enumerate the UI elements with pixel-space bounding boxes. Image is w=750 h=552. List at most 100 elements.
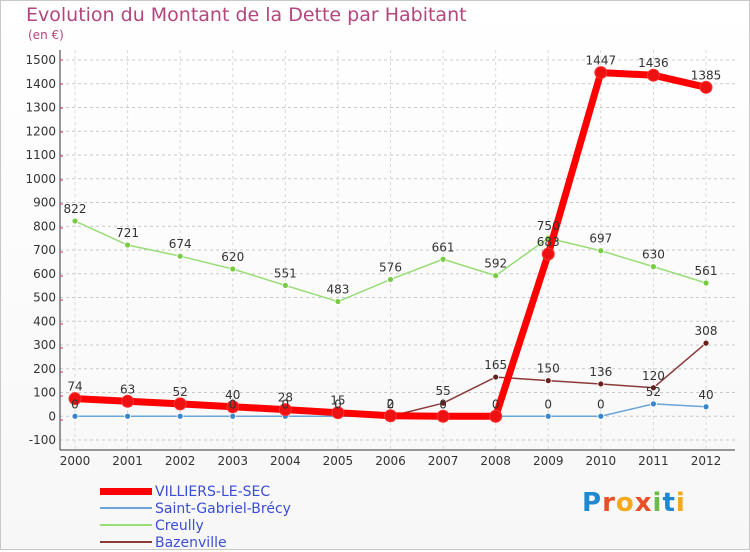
proxiti-logo: Proxiti bbox=[582, 488, 686, 518]
data-label: 0 bbox=[597, 397, 605, 411]
data-point bbox=[650, 384, 657, 392]
logo-letter: i bbox=[675, 488, 686, 518]
legend-swatch bbox=[100, 541, 152, 543]
data-label: 63 bbox=[120, 382, 135, 396]
y-tick-label: 1200 bbox=[25, 124, 56, 138]
data-point bbox=[278, 403, 292, 417]
data-point bbox=[544, 377, 552, 385]
y-tick-label: 1000 bbox=[25, 172, 56, 186]
legend-label: Bazenville bbox=[155, 535, 227, 551]
x-tick-label: 2011 bbox=[638, 454, 669, 468]
data-point bbox=[597, 247, 605, 255]
data-point bbox=[489, 409, 503, 423]
data-point bbox=[226, 400, 240, 414]
y-tick-label: 0 bbox=[48, 409, 56, 423]
logo-letter: r bbox=[602, 488, 616, 518]
data-label: 0 bbox=[334, 397, 342, 411]
data-label: 40 bbox=[225, 388, 240, 402]
y-tick-label: -100 bbox=[29, 433, 56, 447]
data-point bbox=[594, 66, 608, 80]
data-point bbox=[173, 397, 187, 411]
x-tick-label: 2002 bbox=[165, 454, 196, 468]
data-label: 165 bbox=[484, 358, 507, 372]
data-point bbox=[597, 412, 605, 420]
chart-subtitle: (en €) bbox=[28, 28, 64, 42]
data-label: 150 bbox=[537, 362, 560, 376]
data-label: 136 bbox=[589, 365, 612, 379]
x-tick-label: 2005 bbox=[323, 454, 354, 468]
data-point bbox=[68, 392, 82, 406]
data-label: 750 bbox=[537, 219, 560, 233]
data-label: 630 bbox=[642, 248, 665, 262]
x-tick-label: 2012 bbox=[691, 454, 722, 468]
data-label: 52 bbox=[646, 385, 661, 399]
y-tick-label: 800 bbox=[33, 219, 56, 233]
y-tick-label: 900 bbox=[33, 196, 56, 210]
data-label: 52 bbox=[173, 385, 188, 399]
data-label: 0 bbox=[492, 397, 500, 411]
x-tick-label: 2004 bbox=[270, 454, 301, 468]
y-tick-label: 1100 bbox=[25, 148, 56, 162]
y-tick-label: 300 bbox=[33, 338, 56, 352]
data-label: 1385 bbox=[691, 68, 722, 82]
data-point bbox=[436, 409, 450, 423]
data-label: 74 bbox=[67, 380, 82, 394]
data-label: 0 bbox=[544, 397, 552, 411]
data-label: 55 bbox=[435, 384, 450, 398]
data-label: 15 bbox=[330, 394, 345, 408]
data-point bbox=[71, 412, 79, 420]
data-label: 308 bbox=[695, 324, 718, 338]
legend-swatch bbox=[100, 507, 152, 509]
y-tick-label: 100 bbox=[33, 386, 56, 400]
legend-label: Saint-Gabriel-Brécy bbox=[155, 501, 291, 517]
data-point bbox=[71, 217, 79, 225]
grid-layer bbox=[60, 50, 735, 450]
data-label: 561 bbox=[695, 264, 718, 278]
data-point bbox=[387, 276, 394, 283]
data-point bbox=[121, 394, 135, 408]
x-tick-label: 2006 bbox=[375, 454, 406, 468]
data-point bbox=[597, 380, 605, 388]
x-tick-label: 2003 bbox=[217, 454, 248, 468]
data-point bbox=[124, 241, 131, 249]
data-label: 661 bbox=[432, 240, 455, 254]
legend-label: VILLIERS-LE-SEC bbox=[155, 484, 271, 500]
data-point bbox=[541, 247, 555, 261]
data-point bbox=[650, 263, 657, 271]
data-point bbox=[384, 409, 397, 423]
data-label: 822 bbox=[64, 202, 87, 216]
x-tick-label: 2008 bbox=[480, 454, 511, 468]
legend-swatch bbox=[100, 524, 152, 526]
legend-label: Creully bbox=[155, 518, 204, 534]
data-point bbox=[439, 399, 447, 407]
x-tick-label: 2007 bbox=[428, 454, 459, 468]
data-label: 683 bbox=[537, 235, 560, 249]
data-label: 0 bbox=[71, 397, 79, 411]
chart-title: Evolution du Montant de la Dette par Hab… bbox=[26, 4, 467, 26]
data-label: 120 bbox=[642, 369, 665, 383]
data-point bbox=[646, 68, 660, 82]
data-point bbox=[699, 80, 713, 94]
data-point bbox=[492, 373, 500, 381]
logo-letter: x bbox=[634, 488, 653, 518]
data-label: 697 bbox=[589, 232, 612, 246]
data-point bbox=[492, 272, 500, 280]
data-point bbox=[439, 255, 447, 263]
data-point bbox=[331, 406, 345, 420]
legend-swatch bbox=[100, 487, 152, 495]
data-point bbox=[124, 412, 131, 420]
data-label: 1436 bbox=[638, 56, 669, 70]
data-label: 0 bbox=[439, 397, 447, 411]
data-label: 551 bbox=[274, 266, 297, 280]
y-tick-label: 1300 bbox=[25, 101, 56, 115]
data-label: 576 bbox=[379, 260, 402, 274]
y-tick-label: 600 bbox=[33, 267, 56, 281]
logo-letter: P bbox=[582, 488, 603, 518]
data-point bbox=[281, 281, 289, 289]
data-label: 620 bbox=[221, 250, 244, 264]
data-label: 2 bbox=[387, 397, 395, 411]
data-point bbox=[229, 265, 237, 273]
axis-layer: -100010020030040050060070080090010001100… bbox=[25, 50, 735, 468]
